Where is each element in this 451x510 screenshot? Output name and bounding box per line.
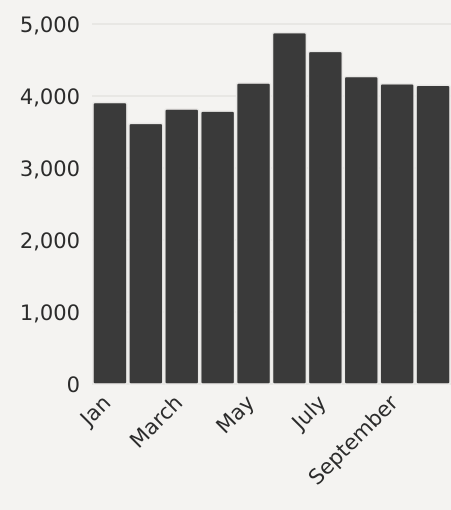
bar bbox=[199, 110, 236, 385]
y-tick-label: 5,000 bbox=[20, 13, 80, 37]
y-tick-label: 4,000 bbox=[20, 85, 80, 109]
x-tick-label: May bbox=[211, 391, 259, 439]
bar bbox=[415, 84, 451, 385]
bar bbox=[164, 108, 200, 385]
bar bbox=[307, 50, 344, 385]
y-axis-ticks: 0 1,000 2,000 3,000 4,000 5,000 bbox=[20, 13, 80, 397]
bar bbox=[92, 101, 128, 385]
y-tick-label: 1,000 bbox=[20, 301, 80, 325]
bar bbox=[128, 122, 164, 385]
y-tick-label: 3,000 bbox=[20, 157, 80, 181]
y-tick-label: 0 bbox=[67, 373, 80, 397]
bar bbox=[271, 31, 308, 385]
x-tick-label: Jan bbox=[74, 391, 115, 432]
bars bbox=[92, 31, 451, 385]
bar bbox=[235, 82, 272, 385]
y-tick-label: 2,000 bbox=[20, 229, 80, 253]
bar bbox=[343, 75, 379, 385]
x-tick-label: March bbox=[125, 391, 187, 453]
bar bbox=[379, 83, 415, 385]
x-tick-label: July bbox=[286, 391, 331, 436]
